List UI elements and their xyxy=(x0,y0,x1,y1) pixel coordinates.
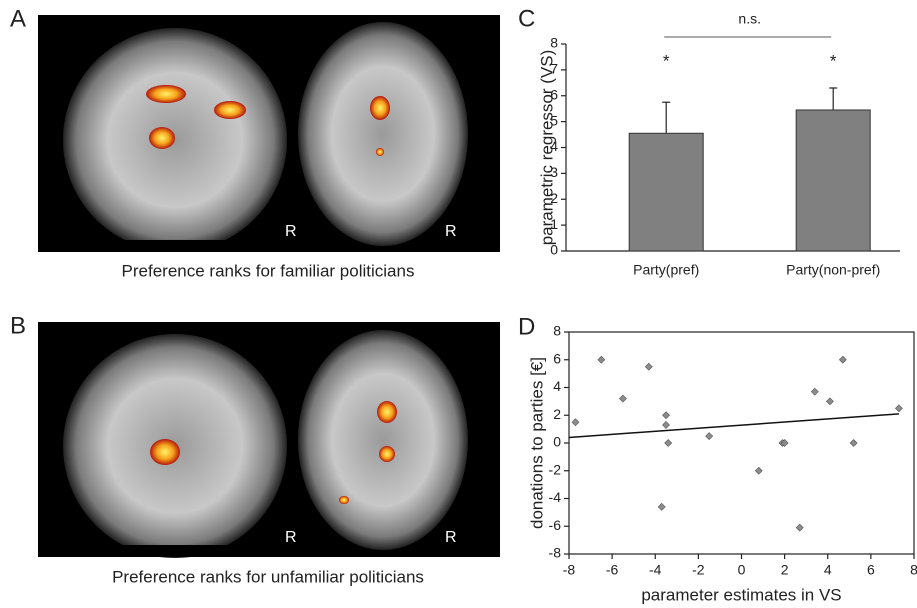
x-tick-label: -4 xyxy=(649,562,662,578)
panel-letter: D xyxy=(518,313,535,340)
point xyxy=(663,421,670,428)
y-tick-label: 8 xyxy=(553,323,561,339)
x-tick-label: 8 xyxy=(910,562,917,578)
point xyxy=(755,467,762,474)
x-tick-label: -2 xyxy=(692,562,705,578)
activation xyxy=(379,446,395,462)
x-tick-label: 0 xyxy=(738,562,746,578)
activation xyxy=(377,401,397,423)
point xyxy=(706,433,713,440)
bracket-label: n.s. xyxy=(738,11,761,27)
y-tick-label: -8 xyxy=(549,545,562,561)
axial-slice xyxy=(298,22,468,246)
x-tick-label: 2 xyxy=(781,562,789,578)
point xyxy=(645,363,652,370)
significance-mark: * xyxy=(830,51,837,70)
orientation-label: R xyxy=(285,223,297,240)
point xyxy=(658,503,665,510)
mask xyxy=(38,240,278,252)
activation xyxy=(376,148,384,156)
point xyxy=(839,356,846,363)
y-tick-label: 7 xyxy=(550,61,558,77)
axial-slice xyxy=(298,330,468,550)
y-tick-label: -2 xyxy=(549,461,562,477)
point xyxy=(811,388,818,395)
y-tick-label: 3 xyxy=(550,164,558,180)
y-axis-label: donations to parties [€] xyxy=(527,357,546,529)
point xyxy=(598,356,605,363)
panel-letter: B xyxy=(10,312,26,339)
x-tick-label: -6 xyxy=(606,562,619,578)
point xyxy=(572,419,579,426)
bar xyxy=(796,110,870,251)
trend-line xyxy=(569,414,899,438)
significance-mark: * xyxy=(663,51,670,70)
y-tick-label: 6 xyxy=(550,86,558,102)
point xyxy=(665,440,672,447)
y-tick-label: 8 xyxy=(550,35,558,51)
activation xyxy=(149,127,175,149)
figure: A R R Preference ranks for familiar poli… xyxy=(0,0,917,608)
orientation-label: R xyxy=(445,529,457,546)
y-tick-label: 4 xyxy=(550,138,558,154)
x-tick-label: Party(pref) xyxy=(633,262,699,278)
point xyxy=(895,405,902,412)
y-tick-label: 5 xyxy=(550,112,558,128)
y-tick-label: 4 xyxy=(553,378,561,394)
activation xyxy=(370,96,390,120)
caption: Preference ranks for familiar politician… xyxy=(122,261,415,280)
y-tick-label: 1 xyxy=(550,216,558,232)
orientation-label: R xyxy=(285,529,297,546)
activation xyxy=(214,101,246,119)
bar xyxy=(629,133,703,251)
point xyxy=(796,524,803,531)
y-tick-label: 6 xyxy=(553,350,561,366)
panel-letter: C xyxy=(518,5,535,32)
y-tick-label: 0 xyxy=(553,434,561,450)
x-tick-label: 6 xyxy=(867,562,875,578)
point xyxy=(850,440,857,447)
coronal-slice xyxy=(63,28,287,252)
x-axis-label: parameter estimates in VS xyxy=(641,585,841,604)
point xyxy=(619,395,626,402)
x-tick-label: -8 xyxy=(563,562,576,578)
orientation-label: R xyxy=(445,223,457,240)
y-tick-label: 2 xyxy=(553,406,561,422)
y-tick-label: 0 xyxy=(550,242,558,258)
y-tick-label: -4 xyxy=(549,489,562,505)
x-tick-label: 4 xyxy=(824,562,832,578)
panel-letter: A xyxy=(10,5,26,32)
point xyxy=(826,398,833,405)
y-tick-label: 2 xyxy=(550,190,558,206)
activation xyxy=(150,439,180,465)
mask xyxy=(38,545,278,557)
activation xyxy=(146,85,186,103)
activation xyxy=(339,496,349,504)
y-tick-label: -6 xyxy=(549,517,562,533)
x-tick-label: Party(non-pref) xyxy=(786,262,880,278)
point xyxy=(663,412,670,419)
plot-frame xyxy=(569,332,914,554)
caption: Preference ranks for unfamiliar politici… xyxy=(112,567,424,586)
